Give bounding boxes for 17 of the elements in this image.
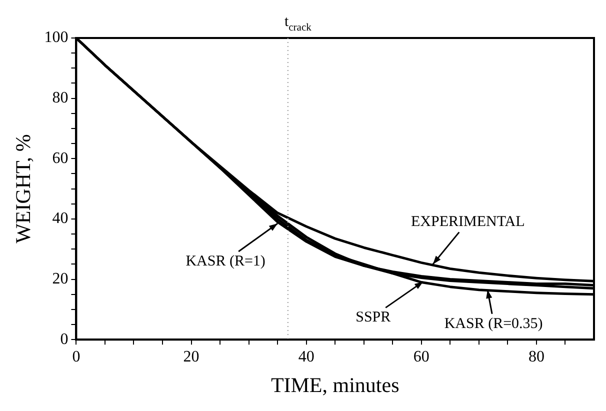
annotation: EXPERIMENTAL [411,214,525,230]
x-axis-title: TIME, minutes [270,372,400,397]
y-tick-label: 80 [52,90,68,107]
y-tick-label: 20 [52,270,68,288]
y-tick-label: 40 [52,210,68,228]
x-tick-label: 60 [413,348,430,366]
annotation: KASR (R=0.35) [444,316,543,332]
x-tick-label: 0 [72,348,80,366]
x-tick-label: 80 [528,348,544,366]
y-tick-label: 0 [60,330,68,348]
annotation: KASR (R=1) [186,253,266,270]
y-tick-label: 100 [44,29,68,46]
y-tick-label: 60 [52,150,68,167]
y-axis-title: WEIGHT, % [11,134,36,244]
x-tick-label: 40 [298,348,314,366]
annotation: SSPR [356,310,391,326]
x-tick-label: 20 [183,348,200,366]
